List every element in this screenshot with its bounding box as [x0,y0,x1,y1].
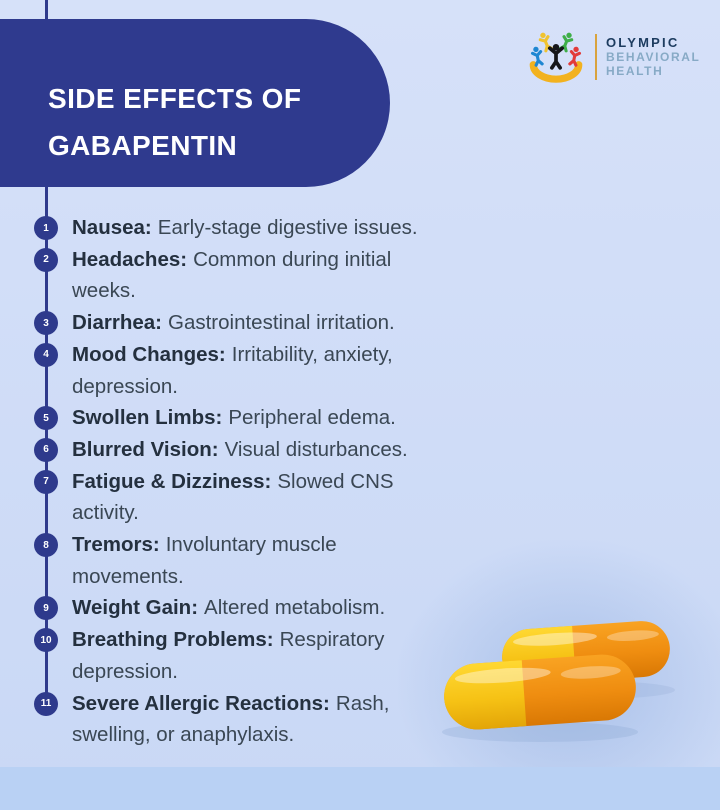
item-label: Breathing Problems: [72,628,274,652]
item-number-badge: 9 [34,596,58,621]
title-banner: SIDE EFFECTS OF GABAPENTIN [0,19,390,187]
item-number-badge: 8 [34,533,58,558]
item-number-badge: 10 [34,628,58,653]
item-label: Headaches: [72,247,188,271]
page-title-line1: SIDE EFFECTS OF [48,83,302,114]
item-text: Weight Gain: Altered metabolism. [72,592,385,624]
item-text: Mood Changes: Irritability, anxiety, depre… [72,339,393,402]
list-item: 4 Mood Changes: Irritability, anxiety, dep… [34,339,494,402]
item-number-badge: 5 [34,406,58,431]
list-item: 6 Blurred Vision: Visual disturbances. [34,434,494,466]
capsule-pills-image [442,621,675,742]
item-number-badge: 11 [34,691,58,716]
item-number-badge: 3 [34,311,58,336]
list-item: 9 Weight Gain: Altered metabolism. [34,592,494,624]
list-item: 10 Breathing Problems: Respiratory depress… [34,624,494,687]
item-number-badge: 6 [34,437,58,462]
logo-name-line1: OLYMPIC [606,35,680,50]
item-desc: Involuntary muscle [165,533,337,557]
item-number-badge: 2 [34,247,58,272]
item-number-badge: 4 [34,342,58,367]
item-desc: Rash, [335,691,390,715]
item-text: Tremors: Involuntary muscle movements. [72,529,337,592]
item-label: Nausea: [72,216,152,239]
side-effects-list: 1 Nausea: Early-stage digestive issues. 2… [34,212,494,751]
item-text: Severe Allergic Reactions: Rash, swelling,… [72,688,389,751]
item-label: Tremors: [72,533,160,557]
list-item: 7 Fatigue & Dizziness: Slowed CNS activity… [34,466,494,529]
item-desc: Gastrointestinal irritation. [168,311,395,335]
item-number-badge: 7 [34,469,58,494]
item-desc: Visual disturbances. [224,437,408,461]
item-label: Swollen Limbs: [72,406,223,430]
list-item: 5 Swollen Limbs: Peripheral edema. [34,402,494,434]
item-text: Blurred Vision: Visual disturbances. [72,434,408,466]
logo-name-line2: BEHAVIORAL [606,50,701,64]
logo-divider [595,34,597,80]
item-desc-line2: depression. [72,659,178,683]
item-text: Fatigue & Dizziness: Slowed CNS activity. [72,466,394,529]
item-desc: Common during initial [193,247,392,271]
footer-strip [0,767,720,810]
item-label: Weight Gain: [72,596,199,620]
people-circle-icon [529,32,583,83]
item-desc: Respiratory [279,628,385,652]
item-text: Swollen Limbs: Peripheral edema. [72,402,396,434]
item-label: Blurred Vision: [72,437,219,461]
item-desc-line2: weeks. [72,279,136,303]
item-desc-line2: movements. [72,564,184,588]
list-item: 11 Severe Allergic Reactions: Rash, swelli… [34,688,494,751]
logo-text: OLYMPIC BEHAVIORAL HEALTH [606,35,701,79]
item-label: Fatigue & Dizziness: [72,469,272,493]
item-desc: Peripheral edema. [228,406,396,430]
item-text: Breathing Problems: Respiratory depression… [72,624,384,687]
item-desc: Irritability, anxiety, [231,342,393,366]
item-label: Diarrhea: [72,311,163,335]
item-label: Mood Changes: [72,342,226,366]
list-item: 8 Tremors: Involuntary muscle movements. [34,529,494,592]
item-desc: Slowed CNS [277,469,394,493]
page-title-line2: GABAPENTIN [48,130,238,161]
list-item: 1 Nausea: Early-stage digestive issues. [34,212,494,244]
list-item: 3 Diarrhea: Gastrointestinal irritation. [34,307,494,339]
brand-logo: OLYMPIC BEHAVIORAL HEALTH [524,28,700,86]
item-number-badge: 1 [34,216,58,240]
list-item: 2 Headaches: Common during initial weeks. [34,244,494,307]
item-desc-line2: activity. [72,501,139,525]
page-title: SIDE EFFECTS OF GABAPENTIN [48,75,301,169]
logo-name-line3: HEALTH [606,64,664,78]
item-desc: Early-stage digestive issues. [157,216,418,239]
item-label: Severe Allergic Reactions: [72,691,330,715]
item-text: Diarrhea: Gastrointestinal irritation. [72,307,395,339]
item-text: Headaches: Common during initial weeks. [72,244,391,307]
item-desc-line2: depression. [72,374,178,398]
capsule-front [444,654,636,730]
item-desc: Altered metabolism. [204,596,386,620]
item-desc-line2: swelling, or anaphylaxis. [72,723,295,747]
item-text: Nausea: Early-stage digestive issues. [72,212,418,244]
